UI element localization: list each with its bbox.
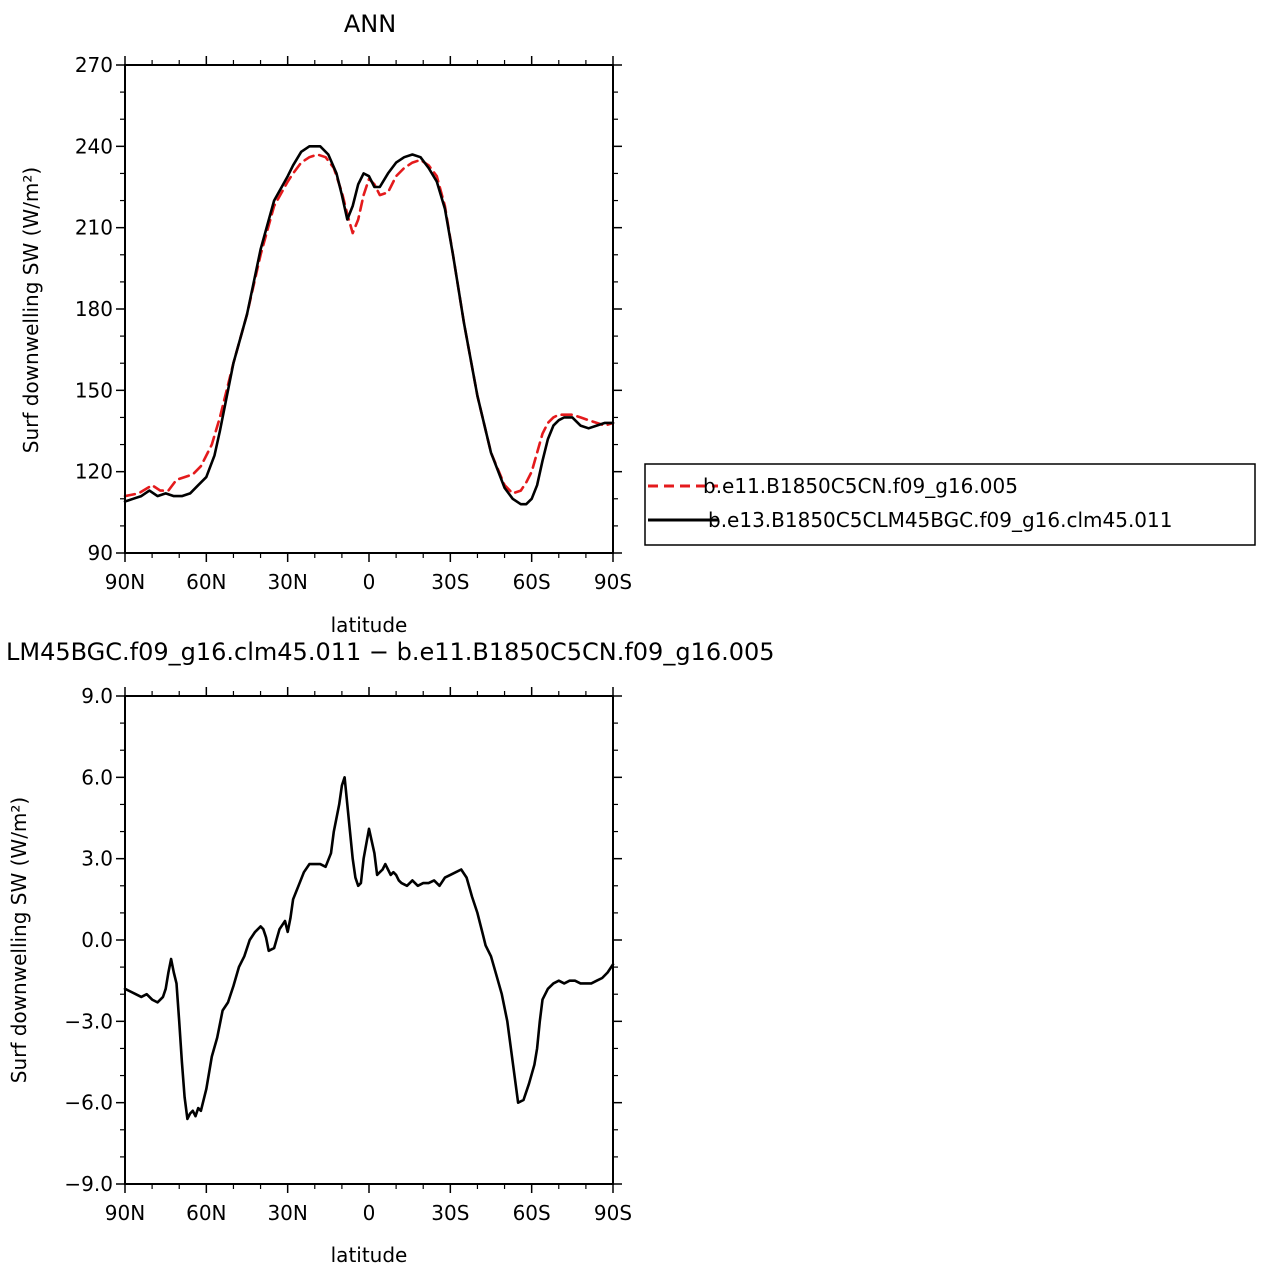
top-panel-frame <box>124 64 614 554</box>
top-y-tick-label: 180 <box>75 297 113 321</box>
bottom-y-tick-label: 9.0 <box>81 684 113 708</box>
bottom-panel-frame <box>124 695 614 1185</box>
bottom-panel-x-axis-label: latitude <box>331 1243 408 1267</box>
legend-box <box>644 463 1256 546</box>
top-x-tick-label: 60N <box>186 570 226 594</box>
top-y-tick-label: 210 <box>75 216 113 240</box>
top-series-line-2 <box>123 145 615 506</box>
bottom-panel-title: LM45BGC.f09_g16.clm45.011 − b.e11.B1850C… <box>6 638 775 666</box>
bottom-y-tick-label: 0.0 <box>81 928 113 952</box>
top-y-tick-label: 90 <box>88 541 113 565</box>
bottom-x-tick-label: 90S <box>594 1201 632 1225</box>
bottom-panel-y-axis-label: Surf downwelling SW (W/m²) <box>7 797 31 1083</box>
bottom-x-tick-label: 0 <box>363 1201 376 1225</box>
bottom-series-line-1 <box>123 775 615 1121</box>
bottom-panel: LM45BGC.f09_g16.clm45.011 − b.e11.B1850C… <box>6 638 775 1267</box>
top-x-tick-label: 30S <box>431 570 469 594</box>
top-y-tick-label: 240 <box>75 134 113 158</box>
legend-entry-series-1: b.e11.B1850C5CN.f09_g16.005 <box>703 474 1018 498</box>
bottom-y-tick-label: 6.0 <box>81 765 113 789</box>
top-panel-x-axis-label: latitude <box>331 613 408 637</box>
top-x-tick-label: 30N <box>267 570 307 594</box>
legend: b.e11.B1850C5CN.f09_g16.005 b.e13.B1850C… <box>644 463 1256 546</box>
top-y-tick-label: 150 <box>75 378 113 402</box>
top-x-tick-label: 60S <box>513 570 551 594</box>
bottom-y-tick-label: −3.0 <box>64 1009 113 1033</box>
bottom-x-tick-label: 60N <box>186 1201 226 1225</box>
top-y-tick-label: 120 <box>75 460 113 484</box>
top-x-tick-label: 90S <box>594 570 632 594</box>
bottom-x-tick-label: 30N <box>267 1201 307 1225</box>
top-panel: ANN Surf downwelling SW (W/m²) latitude … <box>19 10 632 637</box>
top-x-tick-label: 0 <box>363 570 376 594</box>
top-y-tick-label: 270 <box>75 53 113 77</box>
top-panel-title: ANN <box>344 10 396 38</box>
bottom-x-tick-label: 30S <box>431 1201 469 1225</box>
top-x-tick-label: 90N <box>105 570 145 594</box>
bottom-x-tick-label: 60S <box>513 1201 551 1225</box>
bottom-y-tick-label: 3.0 <box>81 847 113 871</box>
legend-entry-series-2: b.e13.B1850C5CLM45BGC.f09_g16.clm45.011 <box>708 508 1172 532</box>
top-panel-y-axis-label: Surf downwelling SW (W/m²) <box>19 167 43 453</box>
bottom-y-tick-label: −9.0 <box>64 1172 113 1196</box>
top-series-line-1 <box>123 153 615 498</box>
bottom-y-tick-label: −6.0 <box>64 1091 113 1115</box>
bottom-x-tick-label: 90N <box>105 1201 145 1225</box>
